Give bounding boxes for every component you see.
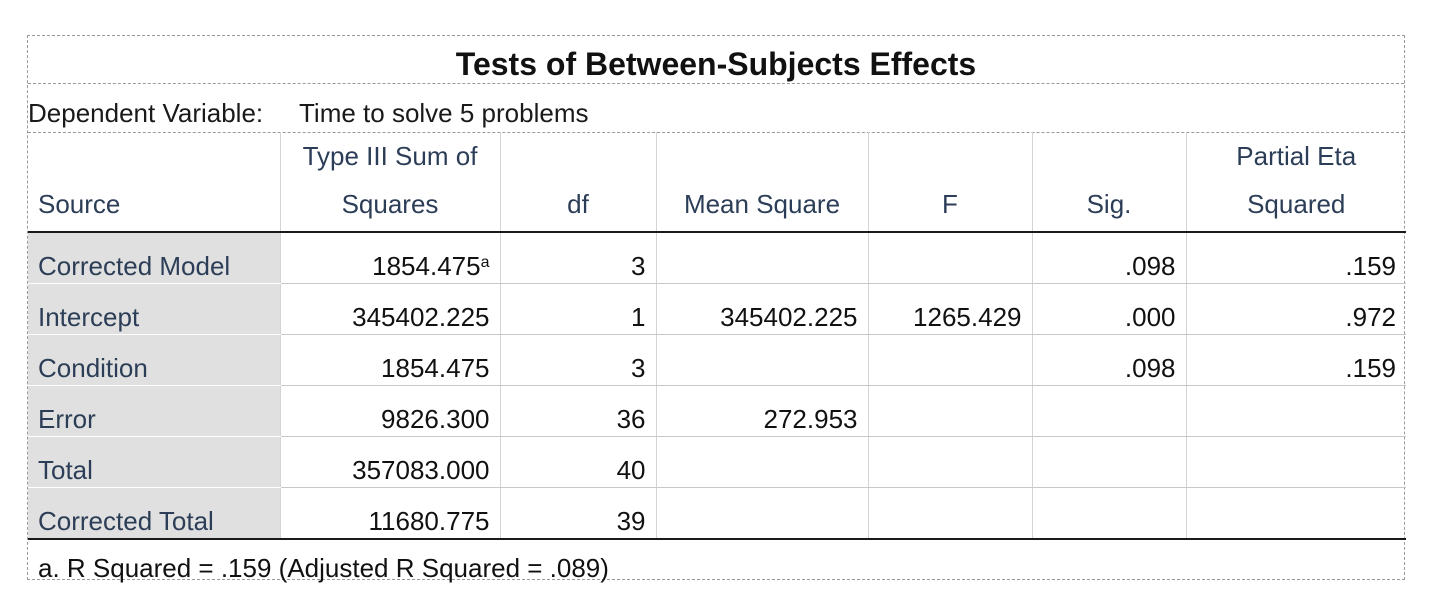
col-header-sig: Sig. — [1031, 132, 1186, 233]
table-row: Intercept 345402.225 1 345402.225 1265.4… — [28, 283, 1406, 335]
header-row: Source Type III Sum of Squares df Mean Sq… — [28, 132, 1406, 233]
cell-sig: .098 — [1031, 232, 1186, 284]
cell-sum-of-squares: 345402.225 — [279, 283, 500, 335]
cell-sum-of-squares: 1854.475 — [279, 334, 500, 386]
row-label: Corrected Model — [28, 232, 281, 284]
row-label: Error — [28, 385, 281, 437]
table-row: Corrected Model 1854.475a 3 .098 .159 — [28, 232, 1406, 284]
cell-mean-square — [655, 436, 868, 488]
cell-df: 39 — [499, 487, 656, 540]
dependent-variable-label: Dependent Variable: — [28, 98, 264, 128]
cell-mean-square: 272.953 — [655, 385, 868, 437]
cell-f — [867, 385, 1032, 437]
col-header-partial-eta-squared: Partial Eta Squared — [1185, 132, 1406, 233]
cell-mean-square: 345402.225 — [655, 283, 868, 335]
dependent-variable-value: Time to solve 5 problems — [299, 98, 589, 128]
row-label: Total — [28, 436, 281, 488]
table-row: Error 9826.300 36 272.953 — [28, 385, 1406, 437]
cell-mean-square — [655, 334, 868, 386]
cell-sig — [1031, 385, 1186, 437]
col-header-f: F — [867, 132, 1032, 233]
row-label: Intercept — [28, 283, 281, 335]
cell-sum-of-squares: 9826.300 — [279, 385, 500, 437]
spss-output-table: Tests of Between-Subjects Effects Depend… — [27, 35, 1406, 583]
table-row: Total 357083.000 40 — [28, 436, 1406, 488]
cell-partial-eta: .972 — [1185, 283, 1406, 335]
row-label: Corrected Total — [28, 487, 281, 540]
cell-partial-eta — [1185, 487, 1406, 540]
cell-f: 1265.429 — [867, 283, 1032, 335]
cell-df: 1 — [499, 283, 656, 335]
cell-df: 36 — [499, 385, 656, 437]
row-label: Condition — [28, 334, 281, 386]
col-header-df: df — [499, 132, 656, 233]
cell-sig — [1031, 487, 1186, 540]
cell-sig: .098 — [1031, 334, 1186, 386]
cell-f — [867, 487, 1032, 540]
dependent-variable-row: Dependent Variable: Time to solve 5 prob… — [28, 84, 1404, 133]
cell-df: 3 — [499, 334, 656, 386]
cell-f — [867, 334, 1032, 386]
col-header-sum-of-squares: Type III Sum of Squares — [279, 132, 500, 233]
cell-partial-eta — [1185, 385, 1406, 437]
cell-sum-of-squares: 11680.775 — [279, 487, 500, 540]
footnote-marker: a — [480, 254, 490, 271]
col-header-mean-square: Mean Square — [655, 132, 868, 233]
cell-partial-eta — [1185, 436, 1406, 488]
col-header-source: Source — [28, 132, 281, 233]
table-row: Corrected Total 11680.775 39 — [28, 487, 1406, 540]
cell-partial-eta: .159 — [1185, 334, 1406, 386]
cell-df: 40 — [499, 436, 656, 488]
cell-partial-eta: .159 — [1185, 232, 1406, 284]
cell-mean-square — [655, 232, 868, 284]
cell-f — [867, 232, 1032, 284]
cell-sig: .000 — [1031, 283, 1186, 335]
cell-df: 3 — [499, 232, 656, 284]
table-footnote: a. R Squared = .159 (Adjusted R Squared … — [38, 553, 609, 583]
table-row: Condition 1854.475 3 .098 .159 — [28, 334, 1406, 386]
cell-mean-square — [655, 487, 868, 540]
cell-f — [867, 436, 1032, 488]
effects-table: Source Type III Sum of Squares df Mean Sq… — [28, 132, 1406, 540]
cell-sum-of-squares: 1854.475a — [279, 232, 500, 284]
cell-sum-of-squares: 357083.000 — [279, 436, 500, 488]
table-title: Tests of Between-Subjects Effects — [28, 36, 1404, 84]
cell-sig — [1031, 436, 1186, 488]
